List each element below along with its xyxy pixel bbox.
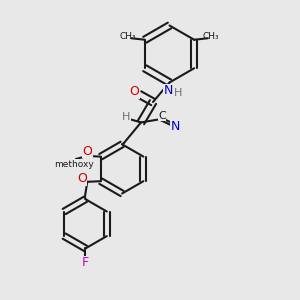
Text: H: H <box>174 88 182 98</box>
Text: H: H <box>122 112 130 122</box>
Text: N: N <box>171 119 181 133</box>
Text: CH₃: CH₃ <box>203 32 220 41</box>
Text: C: C <box>158 111 166 121</box>
Text: O: O <box>129 85 139 98</box>
Text: CH₃: CH₃ <box>119 32 136 41</box>
Text: N: N <box>164 84 173 97</box>
Text: O: O <box>77 172 87 185</box>
Text: methoxy: methoxy <box>55 160 94 169</box>
Text: F: F <box>82 256 89 269</box>
Text: O: O <box>82 145 92 158</box>
